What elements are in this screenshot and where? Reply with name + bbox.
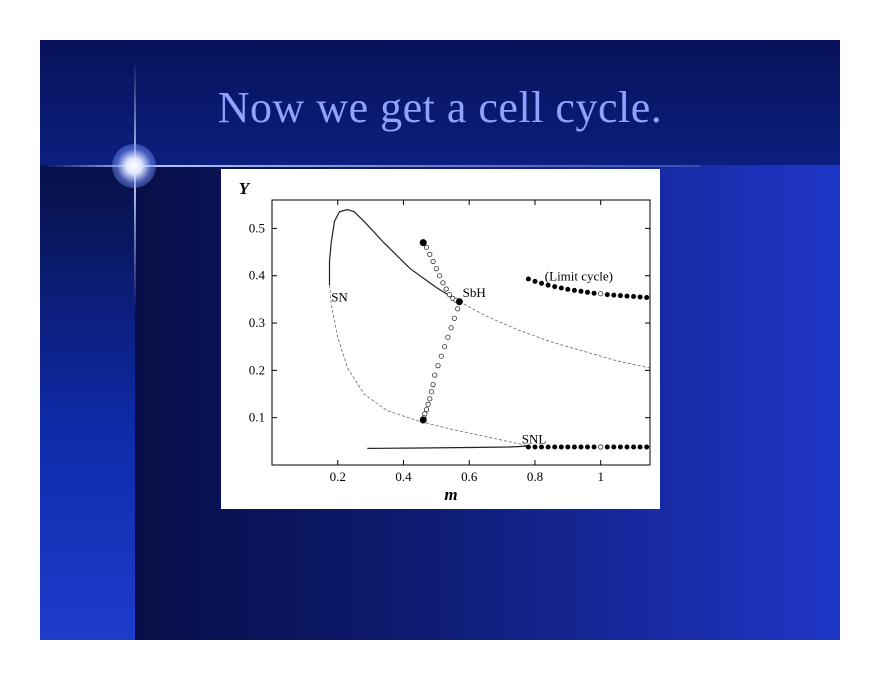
series-4-point-7 [571, 444, 577, 450]
left-band [40, 165, 135, 640]
series-6-point-2 [538, 280, 544, 286]
y-axis-label: Y [239, 179, 251, 198]
series-7-point-0 [598, 291, 604, 297]
slide-header [40, 40, 840, 165]
annotation-limitcycle: (Limit cycle) [545, 268, 613, 283]
series-4-point-3 [545, 444, 551, 450]
series-6-point-13 [617, 293, 623, 299]
series-4-point-6 [565, 444, 571, 450]
series-4-point-5 [558, 444, 564, 450]
plot-frame [271, 199, 651, 466]
series-8-point-4 [433, 266, 439, 272]
series-8-point-18 [435, 363, 441, 369]
series-8-point-3 [430, 258, 436, 265]
series-8-point-15 [445, 334, 451, 340]
series-0-solid-line [328, 208, 460, 303]
series-8-point-1 [423, 244, 430, 250]
series-8-point-14 [448, 325, 454, 331]
horizontal-light-line [40, 165, 700, 167]
series-8-point-2 [427, 251, 433, 258]
x-tick-label: 1 [597, 469, 604, 484]
series-6-point-5 [558, 285, 564, 291]
series-6-point-15 [631, 294, 637, 300]
series-8-point-21 [428, 389, 434, 395]
series-4-point-1 [532, 444, 538, 450]
series-6-point-16 [637, 294, 643, 300]
series-4-point-4 [552, 444, 558, 450]
series-6-point-3 [545, 282, 551, 288]
series-9-point-0 [419, 239, 427, 247]
series-4-point-11 [604, 444, 610, 450]
slide-title: Now we get a cell cycle. [217, 83, 663, 132]
y-tick-label: 0.5 [249, 220, 265, 235]
x-tick-label: 0.8 [527, 469, 543, 484]
series-6-point-9 [584, 289, 590, 295]
series-8-point-23 [425, 401, 431, 407]
y-tick-label: 0.4 [249, 268, 266, 283]
series-6-point-12 [611, 292, 617, 298]
chart-svg: 0.2 0.4 0.6 0.8 1 0.1 0.2 0.3 0.4 0.5 SN SbH (Limi… [239, 179, 651, 504]
series-8-point-7 [443, 286, 449, 292]
annotation-snl: SNL [522, 432, 547, 447]
series-6-point-8 [578, 288, 584, 294]
series-8-point-20 [430, 382, 436, 388]
y-axis-ticks: 0.1 0.2 0.3 0.4 0.5 [249, 220, 650, 425]
series-6-point-4 [552, 284, 558, 290]
series-6-point-10 [591, 290, 597, 296]
series-4-point-9 [584, 444, 590, 450]
lens-flare-icon [112, 144, 156, 188]
series-4-point-10 [591, 444, 597, 450]
x-axis-label: m [444, 485, 457, 504]
series-9-point-1 [455, 298, 463, 306]
y-tick-label: 0.3 [249, 315, 265, 330]
series-9-point-2 [419, 416, 427, 424]
annotation-sbh: SbH [463, 285, 486, 300]
series-4-point-12 [611, 444, 617, 450]
series-6-point-7 [571, 287, 577, 293]
series-4-point-2 [538, 444, 544, 450]
x-axis-ticks: 0.2 0.4 0.6 0.8 1 [330, 200, 604, 484]
x-tick-label: 0.2 [330, 469, 346, 484]
series-8-point-8 [446, 292, 453, 298]
series-8-point-22 [427, 396, 433, 402]
series-6-point-0 [525, 276, 531, 282]
series-4-point-14 [624, 444, 630, 450]
series-8-point-5 [437, 273, 443, 279]
y-tick-label: 0.2 [249, 362, 265, 377]
series-8-point-12 [455, 306, 461, 312]
plot-lines [328, 208, 651, 449]
series-8-point-6 [440, 280, 446, 286]
annotation-sn: SN [331, 290, 348, 305]
series-1-dashed-line [329, 285, 529, 447]
series-4-point-16 [637, 444, 643, 450]
series-8-point-17 [438, 353, 444, 359]
series-2-dashed-line [459, 301, 651, 369]
series-8-point-16 [442, 344, 448, 350]
x-tick-label: 0.4 [395, 469, 412, 484]
series-8-point-24 [423, 407, 430, 413]
series-4-point-13 [617, 444, 623, 450]
series-4-point-15 [631, 444, 637, 450]
series-8-point-13 [451, 315, 457, 321]
series-4-point-8 [578, 444, 584, 450]
series-4-point-17 [644, 444, 650, 450]
series-3-solid-line [367, 445, 529, 449]
slide: Now we get a cell cycle. [40, 40, 840, 640]
chart-annotations: SN SbH (Limit cycle) SNL [331, 268, 613, 446]
series-6-point-14 [624, 293, 630, 299]
series-6-point-11 [604, 292, 610, 298]
series-5-point-0 [598, 444, 604, 450]
series-8-point-19 [432, 372, 438, 378]
series-6-point-1 [532, 278, 538, 284]
series-6-point-6 [565, 286, 571, 292]
x-tick-label: 0.6 [461, 469, 478, 484]
bifurcation-diagram: 0.2 0.4 0.6 0.8 1 0.1 0.2 0.3 0.4 0.5 SN SbH (Limi… [221, 169, 660, 509]
plot-points [419, 239, 650, 450]
series-4-point-0 [525, 444, 531, 450]
series-6-point-17 [644, 295, 650, 301]
y-tick-label: 0.1 [249, 410, 265, 425]
